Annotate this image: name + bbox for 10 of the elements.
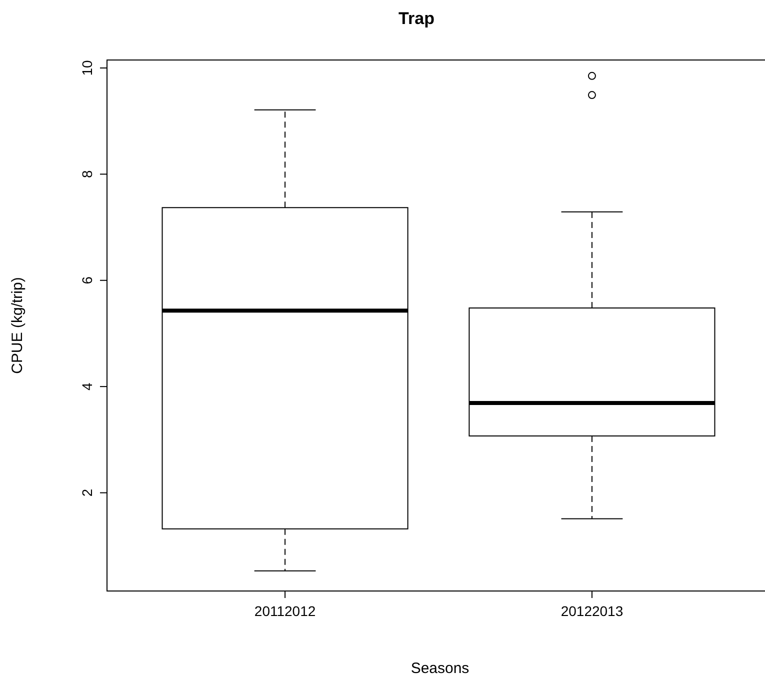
chart-title: Trap — [398, 9, 434, 28]
y-axis-title: CPUE (kg/trip) — [9, 277, 26, 374]
x-tick-label: 20112012 — [254, 602, 316, 619]
y-tick-label: 4 — [78, 382, 95, 390]
y-tick-label: 6 — [78, 276, 95, 284]
y-tick-label: 8 — [78, 170, 95, 178]
x-tick-label: 20122013 — [560, 602, 624, 619]
y-tick-label: 2 — [78, 488, 95, 497]
y-tick-label: 10 — [78, 60, 95, 76]
x-axis-title: Seasons — [410, 660, 470, 677]
